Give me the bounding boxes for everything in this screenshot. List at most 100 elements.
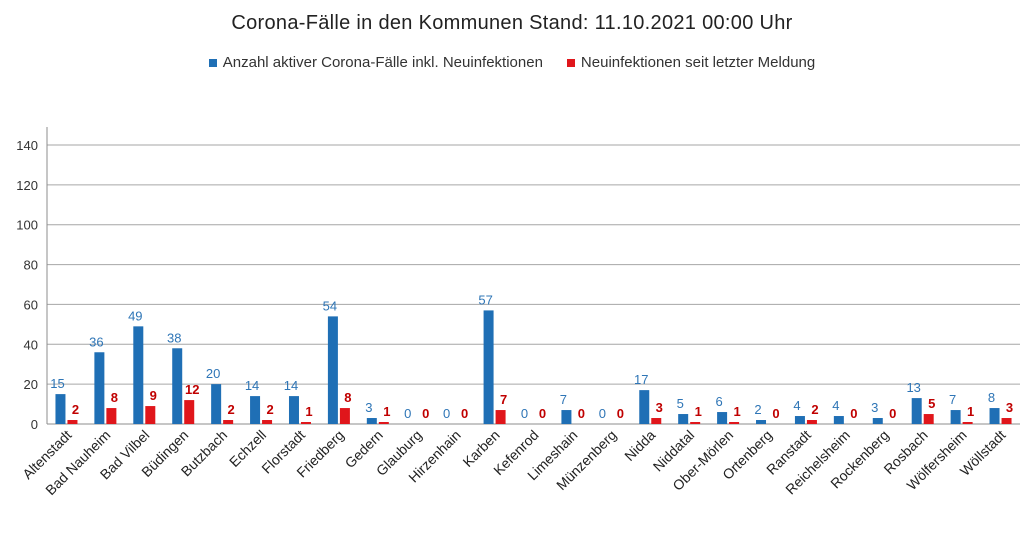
- y-tick-label: 20: [24, 377, 38, 392]
- bar-active: [950, 410, 961, 424]
- bar-new: [184, 400, 195, 424]
- data-label-active: 7: [560, 392, 567, 407]
- data-label-new: 2: [72, 402, 79, 417]
- data-label-new: 1: [383, 404, 390, 419]
- data-label-new: 1: [967, 404, 974, 419]
- y-tick-label: 0: [31, 417, 38, 432]
- bar-active: [288, 396, 299, 424]
- x-tick-label: Nidda: [621, 427, 658, 464]
- bar-active: [483, 310, 494, 424]
- chart-title: Corona-Fälle in den Kommunen Stand: 11.1…: [231, 12, 793, 34]
- data-label-new: 8: [344, 390, 351, 405]
- data-label-new: 0: [578, 406, 585, 421]
- bar-new: [223, 420, 234, 424]
- bar-active: [55, 394, 66, 424]
- data-label-new: 2: [228, 402, 235, 417]
- legend-swatch-new: [566, 58, 575, 67]
- bar-active: [211, 384, 222, 424]
- data-label-new: 0: [461, 406, 468, 421]
- legend-item-active: Anzahl aktiver Corona-Fälle inkl. Neuinf…: [208, 54, 543, 71]
- data-label-active: 0: [404, 406, 411, 421]
- data-label-new: 12: [185, 382, 199, 397]
- bar-new: [1001, 418, 1012, 424]
- data-label-active: 15: [50, 376, 64, 391]
- y-tick-label: 80: [24, 258, 38, 273]
- data-label-new: 0: [422, 406, 429, 421]
- data-label-active: 57: [478, 292, 492, 307]
- bar-active: [872, 418, 883, 424]
- data-label-new: 8: [111, 390, 118, 405]
- data-label-active: 4: [832, 398, 839, 413]
- data-label-new: 2: [266, 402, 273, 417]
- data-label-active: 4: [793, 398, 800, 413]
- data-label-new: 3: [1006, 400, 1013, 415]
- data-label-active: 8: [988, 390, 995, 405]
- bar-active: [989, 408, 1000, 424]
- data-label-active: 2: [754, 402, 761, 417]
- data-label-active: 49: [128, 308, 142, 323]
- bar-active: [717, 412, 728, 424]
- data-label-new: 1: [733, 404, 740, 419]
- y-tick-label: 60: [24, 297, 38, 312]
- data-label-new: 0: [889, 406, 896, 421]
- bar-new: [67, 420, 78, 424]
- bar-new: [806, 420, 817, 424]
- bar-new: [962, 422, 973, 424]
- legend-item-new: Neuinfektionen seit letzter Meldung: [566, 54, 816, 71]
- bar-new: [106, 408, 117, 424]
- bar-new: [729, 422, 740, 424]
- bar-active: [678, 414, 689, 424]
- bar-new: [495, 410, 506, 424]
- bar-new: [378, 422, 389, 424]
- bar-active: [327, 316, 338, 424]
- data-label-active: 17: [634, 372, 648, 387]
- data-label-active: 36: [89, 334, 103, 349]
- data-label-new: 1: [305, 404, 312, 419]
- y-tick-label: 100: [16, 218, 38, 233]
- data-label-active: 14: [284, 378, 298, 393]
- data-label-new: 0: [617, 406, 624, 421]
- data-label-new: 2: [811, 402, 818, 417]
- data-label-new: 3: [656, 400, 663, 415]
- bar-active: [794, 416, 805, 424]
- bar-active: [366, 418, 377, 424]
- bar-active: [561, 410, 572, 424]
- data-label-active: 0: [443, 406, 450, 421]
- data-label-new: 0: [539, 406, 546, 421]
- data-label-active: 13: [906, 380, 920, 395]
- data-label-active: 20: [206, 366, 220, 381]
- bar-active: [94, 352, 105, 424]
- bar-new: [145, 406, 156, 424]
- data-label-active: 38: [167, 330, 181, 345]
- legend-label-active: Anzahl aktiver Corona-Fälle inkl. Neuinf…: [222, 54, 543, 71]
- data-label-new: 1: [695, 404, 702, 419]
- data-label-active: 3: [871, 400, 878, 415]
- data-label-new: 7: [500, 392, 507, 407]
- bar-new: [339, 408, 350, 424]
- legend: Anzahl aktiver Corona-Fälle inkl. Neuinf…: [0, 54, 1024, 71]
- bar-new: [923, 414, 934, 424]
- data-label-active: 0: [599, 406, 606, 421]
- bar-active: [756, 420, 767, 424]
- data-label-active: 3: [365, 400, 372, 415]
- data-label-new: 0: [850, 406, 857, 421]
- bar-active: [639, 390, 650, 424]
- bar-active: [133, 326, 144, 424]
- data-label-active: 54: [323, 298, 337, 313]
- data-label-active: 5: [677, 396, 684, 411]
- y-tick-label: 140: [16, 138, 38, 153]
- y-tick-label: 120: [16, 178, 38, 193]
- data-label-active: 6: [715, 394, 722, 409]
- bar-new: [690, 422, 701, 424]
- bar-active: [911, 398, 922, 424]
- y-tick-label: 40: [24, 337, 38, 352]
- bar-active: [250, 396, 261, 424]
- data-label-active: 7: [949, 392, 956, 407]
- data-label-new: 0: [772, 406, 779, 421]
- data-label-active: 0: [521, 406, 528, 421]
- legend-label-new: Neuinfektionen seit letzter Meldung: [580, 54, 816, 71]
- bar-new: [262, 420, 273, 424]
- data-label-active: 14: [245, 378, 259, 393]
